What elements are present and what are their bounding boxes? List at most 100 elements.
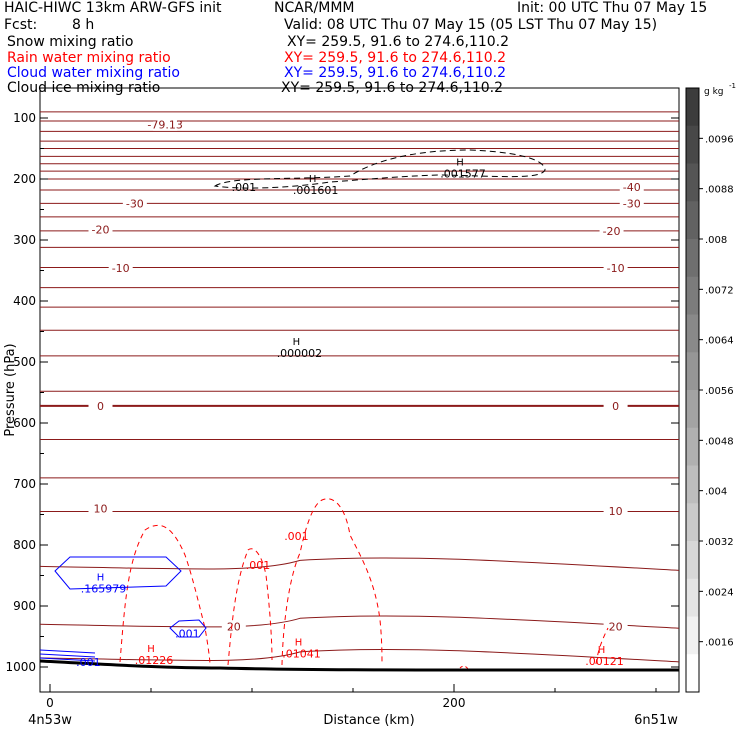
isotherm-line [39, 202, 680, 205]
isotherm-label: 10 [609, 505, 623, 518]
contour-value-label: .001 [284, 530, 309, 543]
isotherm-label-bg [603, 504, 628, 517]
field-xy-cloud-water: XY= 259.5, 91.6 to 274.6,110.2 [284, 65, 507, 81]
isotherm-line [39, 477, 680, 479]
isotherm-label: 0 [97, 400, 104, 413]
isotherm-line [39, 162, 680, 165]
field-xy-rain: XY= 259.5, 91.6 to 274.6,110.2 [284, 50, 507, 66]
isotherm-line [39, 266, 680, 269]
isotherm-label: -20 [603, 225, 621, 238]
maximum-marker: H [309, 174, 317, 185]
y-tick-label: 800 [13, 538, 36, 552]
init-time: Init: 00 UTC Thu 07 May 15 [517, 0, 708, 16]
x-tick-label: 200 [443, 696, 466, 710]
isotherm-line [39, 306, 680, 308]
isotherm-label-bg [153, 118, 178, 131]
isotherm-line [39, 111, 680, 113]
colorbar-segment [686, 163, 699, 202]
isotherm-line [39, 120, 680, 122]
maximum-value: .00121 [585, 655, 624, 668]
isotherm-label-bg [88, 502, 113, 515]
colorbar-unit: g kg [704, 87, 724, 97]
colorbar-segment [686, 201, 699, 240]
x-right-end-label: 6n51w [634, 713, 678, 728]
isotherm-line [39, 390, 680, 393]
isotherm-line [39, 615, 680, 629]
field-xy-snow: XY= 259.5, 91.6 to 274.6,110.2 [287, 34, 510, 50]
rain-contour-far-right [595, 627, 609, 665]
rain-contour-mid [227, 548, 273, 666]
colorbar-tick-label: .0072 [705, 285, 734, 296]
contour-labels: .001 .001 .001 .001 .001 [76, 181, 309, 669]
isotherm-line [39, 155, 680, 158]
x-axis-title: Distance (km) [323, 713, 414, 728]
isotherm-label: 0 [612, 400, 619, 413]
forecast-label: Fcst: [4, 17, 38, 33]
isotherm-label: 20 [609, 621, 623, 634]
isotherm-label: -10 [112, 262, 130, 275]
center-name: NCAR/MMM [274, 0, 355, 16]
maximum-marker: H [293, 337, 301, 348]
colorbar-segment [686, 88, 699, 127]
isotherm-label-bg [599, 224, 624, 237]
colorbar-tick-label: .008 [705, 235, 727, 246]
isotherm-label: -40 [623, 181, 641, 194]
y-tick-label: 200 [13, 172, 36, 186]
maximum-value: .000002 [277, 347, 323, 360]
surface-line [39, 659, 679, 672]
y-tick-label: 700 [13, 477, 36, 491]
forecast-hour: 8 h [72, 17, 95, 33]
maxima-markers: H.001601H.001577H.000002H.165979H.01226H… [81, 158, 624, 668]
isotherm-line [39, 230, 680, 232]
isotherm-line [39, 147, 680, 150]
field-name-snow: Snow mixing ratio [7, 34, 134, 50]
colorbar-segment [686, 427, 699, 466]
contour-value-label: .001 [76, 656, 101, 669]
colorbar-unit-exponent: -1 [729, 82, 736, 90]
isotherm-label: -20 [92, 224, 110, 237]
isotherm-label-bg [122, 197, 147, 210]
colorbar-tick-label: .0048 [705, 436, 734, 447]
colorbar-tick-label: .004 [705, 487, 727, 498]
isotherm-label-bg [88, 223, 113, 236]
colorbar-tick-label: .0016 [705, 638, 734, 649]
maximum-marker: H [295, 638, 303, 649]
colorbar-segment [686, 314, 699, 353]
y-tick-label: 900 [13, 599, 36, 613]
y-tick-label: 500 [13, 355, 36, 369]
colorbar-segment [686, 503, 699, 542]
rain-contour-tiny [459, 665, 469, 670]
cloud-water-contour-large [54, 556, 182, 590]
colorbar-segment [686, 125, 699, 164]
y-tick-label: 600 [13, 416, 36, 430]
maximum-marker: H [97, 572, 105, 583]
y-tick-label: 1000 [5, 660, 36, 674]
colorbar-segment [686, 390, 699, 429]
colorbar-segment [686, 541, 699, 580]
isotherm-line [39, 648, 680, 663]
cloud-water-contour-bottom [39, 649, 96, 662]
isotherm-label: 10 [94, 502, 108, 515]
colorbar-tick-label: .0096 [705, 134, 734, 145]
isotherm-label: 20 [227, 621, 241, 634]
isotherm-label-bg [603, 399, 628, 412]
model-title: HAIC-HIWC 13km ARW-GFS init [4, 0, 222, 16]
colorbar: .0096 .0088 .008 .0072 .0064 .0056 .0048 .004 .0… [685, 87, 734, 693]
isotherm-line [39, 178, 680, 180]
maximum-value: .01226 [135, 654, 174, 667]
x-left-end-label: 4n53w [28, 713, 72, 728]
isotherm-label: -10 [607, 262, 625, 275]
colorbar-tick-label: .0032 [705, 537, 734, 548]
isotherm-label-bg [108, 262, 133, 275]
isotherm-line [39, 170, 680, 172]
isotherm-line [39, 189, 680, 191]
cloud-water-contour-small [169, 619, 207, 638]
isotherm-label-bg [88, 399, 113, 412]
isotherm-label-bg [221, 620, 246, 633]
isotherm-line [39, 130, 680, 133]
isotherm-line [39, 557, 680, 571]
colorbar-tick-label: .0088 [705, 185, 734, 196]
colorbar-segment [686, 239, 699, 278]
isotherm-line [39, 438, 680, 441]
